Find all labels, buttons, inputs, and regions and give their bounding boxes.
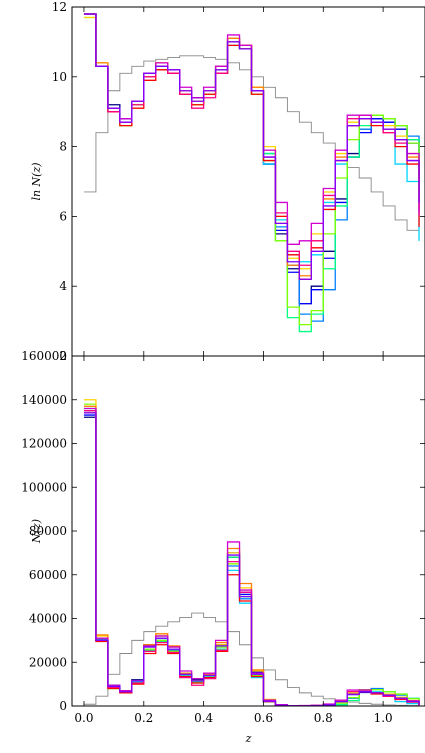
axes-frame [71, 6, 425, 357]
x-tick-label: 0.0 [74, 711, 93, 725]
y-tick-label: 40000 [29, 612, 67, 626]
y-tick-label: 120000 [21, 437, 67, 451]
y-tick-label: 80000 [29, 524, 67, 538]
x-axis-label: z [245, 732, 252, 745]
y-tick-label: 4 [59, 279, 67, 293]
y-tick-label: 0 [59, 699, 67, 713]
y-axis-label: ln N(z) [30, 162, 43, 200]
x-tick-label: 1.0 [374, 711, 393, 725]
y-tick-label: 2 [59, 349, 67, 363]
x-tick-label: 0.6 [254, 711, 273, 725]
series-line-12 [83, 13, 420, 280]
x-tick-label: 0.8 [314, 711, 333, 725]
series-line-12 [83, 412, 420, 706]
y-tick-label: 6 [59, 209, 67, 223]
x-tick-label: 0.2 [134, 711, 153, 725]
y-tick-label: 140000 [21, 393, 67, 407]
plot-area [83, 399, 420, 706]
y-axis-label: N(z) [30, 519, 43, 544]
y-tick-label: 8 [59, 140, 67, 154]
top-panel-log-counts: 2 4 6 8 10 12 ln N(z) [30, 0, 425, 363]
x-tick-label: 0.4 [194, 711, 213, 725]
plot-area [83, 13, 420, 333]
y-tick-label: 20000 [29, 655, 67, 669]
bottom-panel-counts: 0 20000 40000 60000 80000 100000 120000 140000 1… [21, 349, 425, 745]
y-tick-label: 10 [52, 70, 67, 84]
y-tick-label: 60000 [29, 568, 67, 582]
y-tick-label: 160000 [21, 349, 67, 363]
y-tick-label: 12 [52, 0, 67, 14]
y-tick-label: 100000 [21, 480, 67, 494]
